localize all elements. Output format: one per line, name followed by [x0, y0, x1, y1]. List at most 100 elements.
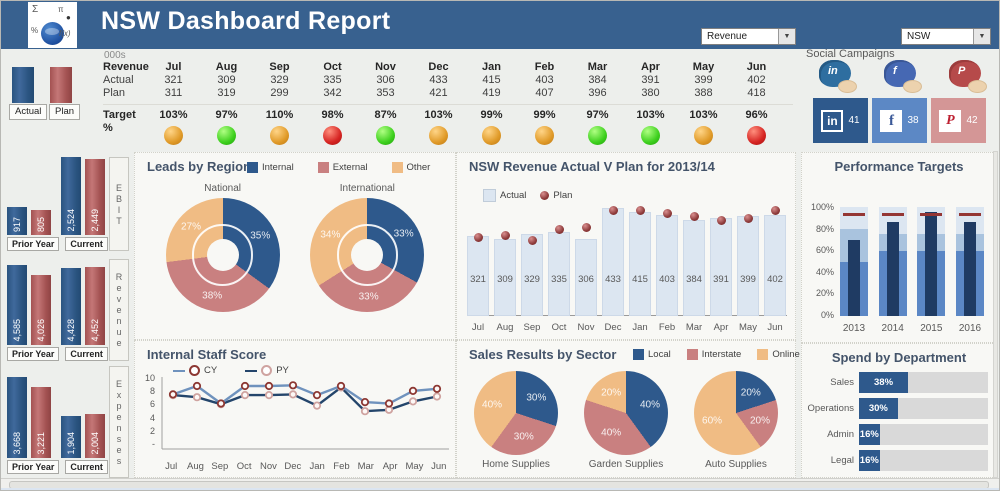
plan-value: 353: [376, 86, 395, 99]
x-axis-label: Jul: [165, 461, 178, 472]
performance-targets-panel: Performance Targets 100% 80% 60% 40% 20% 0% 2…: [801, 152, 997, 343]
bar-column: 321 Jul: [467, 205, 489, 333]
pinterest-icon: P: [939, 109, 962, 132]
pie-title: Home Supplies: [482, 459, 550, 470]
legend-label: External: [332, 162, 368, 173]
actual-bar: 2,524: [61, 157, 81, 235]
month-label: Jul: [471, 322, 485, 333]
linkedin-icon: in: [821, 109, 844, 132]
slice-label: 20%: [601, 387, 622, 399]
leads-legend-item: Internal: [247, 162, 294, 173]
donut-chart: 33% 33% 34%: [310, 198, 425, 312]
pie-block: 20% 20% 60% Auto Supplies: [694, 371, 778, 470]
kpi-bars: 3,668 3,221 1,904 2,004: [7, 377, 108, 458]
kpi-bars: 4,585 4,026 4,428 4,452: [7, 265, 108, 345]
fx-icon: f(x): [59, 29, 71, 38]
traffic-light-cell: [359, 124, 412, 148]
y-axis-tick: 100%: [810, 202, 834, 212]
month-label: Feb: [658, 322, 676, 333]
month-label: Sep: [523, 322, 541, 333]
spend-row: Legal 16%: [806, 450, 988, 471]
bar-value-label: 16%: [859, 455, 879, 466]
percent-icon: %: [31, 26, 39, 35]
linkedin-tile[interactable]: in 41: [813, 98, 868, 143]
plan-dot: [608, 206, 618, 215]
plan-value: 299: [270, 86, 289, 99]
bar-column: 309 Aug: [494, 205, 516, 333]
plan-dot: [716, 216, 726, 225]
pie-title: Auto Supplies: [705, 459, 767, 470]
chevron-down-icon[interactable]: ▼: [778, 29, 795, 44]
pinterest-tile[interactable]: P 42: [931, 98, 986, 143]
plan-value: 421: [429, 86, 448, 99]
department-label: Legal: [830, 455, 854, 466]
traffic-light-amber-icon: [482, 126, 501, 145]
donut-chart: 35% 38% 27%: [165, 198, 280, 312]
bar-column: 415 Jan: [629, 205, 651, 333]
traffic-light-cell: [253, 124, 306, 148]
measure-dropdown[interactable]: Revenue ▼: [701, 28, 796, 45]
cy-marker: [432, 384, 442, 393]
region-dropdown[interactable]: NSW ▼: [901, 28, 991, 45]
bar-value-label: 1,904: [66, 432, 76, 455]
panel-title: Sales Results by Sector: [469, 347, 617, 362]
plan-dot: [554, 225, 564, 234]
plan-dot: [743, 214, 753, 223]
bar-value-label: 309: [497, 274, 513, 285]
table-row: Plan 311 319 299 342 353 421 419 407 396 380 388 418: [103, 87, 793, 100]
x-axis-label: Jun: [431, 461, 447, 472]
sales-pies: 30% 30% 40% Home Supplies 40% 40% 20% Garden Su…: [461, 371, 791, 470]
sales-legend-item: Local: [633, 349, 671, 360]
bar-value-label: 917: [12, 216, 22, 232]
y-axis-ticks: 10 8 6 4 2 -: [141, 373, 155, 449]
legend-label: Online: [772, 349, 800, 360]
traffic-light-cell: [730, 124, 783, 148]
donut-international: International 33% 33% 34%: [310, 183, 425, 312]
actual-value: 402: [747, 74, 766, 86]
plan-legend-bar: [50, 67, 72, 103]
month-header: Jun: [746, 61, 767, 73]
y-axis-tick: 6: [149, 399, 155, 410]
plan-dot: [473, 233, 483, 242]
traffic-light-amber-icon: [429, 126, 448, 145]
social-tiles-row: in 41 f 38 P 42: [813, 98, 986, 143]
table-row: Revenue Jul Aug Sep Oct Nov Dec Jan Feb Mar Apr May…: [103, 61, 793, 74]
kpi-pair: 1,904 2,004: [61, 414, 105, 458]
legend-label: Actual: [500, 190, 527, 201]
performance-column: 2015: [917, 207, 946, 334]
vertical-scrollbar[interactable]: [993, 151, 998, 478]
app-logo: Σ π ● % f(x): [28, 2, 77, 48]
ebit-chart: 917 805 2,524 2,449 Prior Year Current: [7, 157, 108, 251]
y-axis-tick: 60%: [815, 245, 834, 256]
legend-label: CY: [204, 365, 218, 376]
target-pct-value: 97%: [586, 109, 609, 121]
spend-row: Sales 38%: [806, 372, 988, 393]
actual-value: 309: [217, 74, 236, 86]
traffic-light-amber-icon: [535, 126, 554, 145]
plan-row-label: Plan: [103, 86, 126, 99]
revenue-chart-legend: Actual Plan: [483, 189, 572, 202]
table-section-label: Revenue: [103, 61, 149, 73]
facebook-icon: f: [880, 109, 903, 132]
header-bar: Σ π ● % f(x) NSW Dashboard Report Revenu…: [1, 1, 999, 49]
bar-track: 38%: [859, 372, 988, 393]
bar-fill: 38%: [859, 372, 909, 393]
target-pct-value: 103%: [159, 109, 188, 121]
region-dropdown-value: NSW: [907, 31, 931, 42]
x-axis-label: Dec: [284, 461, 302, 472]
actual-bar: 391: [710, 218, 732, 316]
bar-value-label: 403: [659, 274, 675, 285]
plan-value: 342: [323, 86, 342, 99]
facebook-tile[interactable]: f 38: [872, 98, 927, 143]
slice-label: 30%: [513, 431, 534, 443]
plan-dot: [527, 236, 537, 245]
cy-marker: [408, 386, 418, 395]
traffic-light-cell: [677, 124, 730, 148]
bar-column: 433 Dec: [602, 205, 624, 333]
cy-marker: [384, 399, 394, 408]
pie-chart: 20% 20% 60%: [694, 371, 778, 455]
chevron-down-icon[interactable]: ▼: [973, 29, 990, 44]
